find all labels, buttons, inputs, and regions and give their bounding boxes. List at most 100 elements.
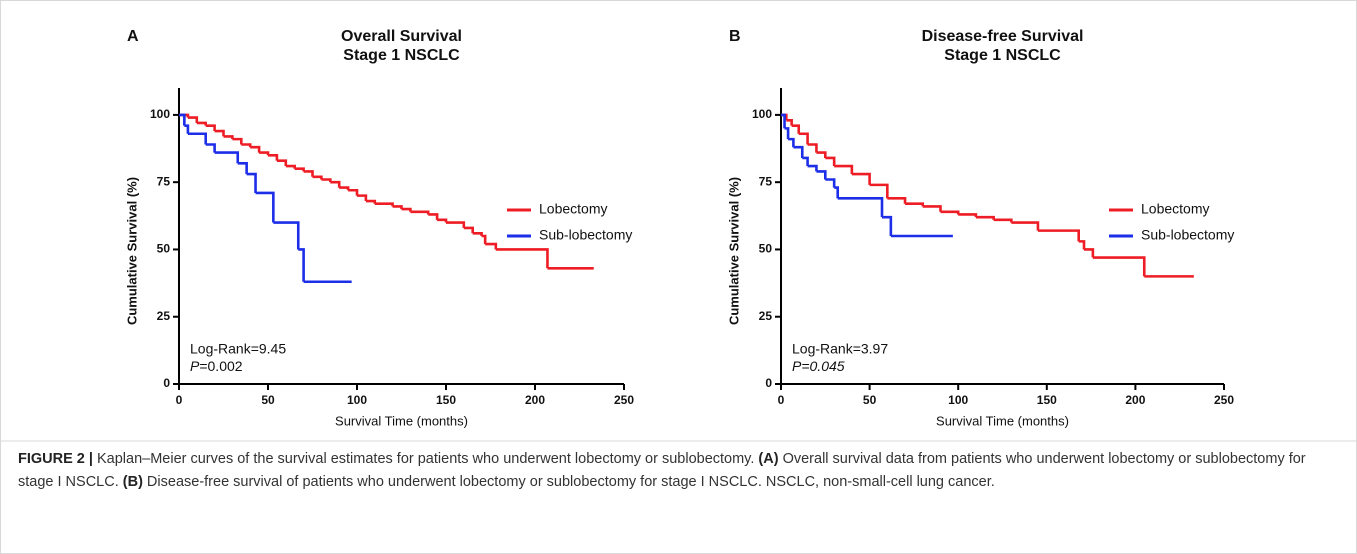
y-tick-label: 75	[759, 174, 773, 188]
survival-step	[882, 215, 893, 236]
survival-step	[312, 175, 323, 180]
x-tick-label: 50	[261, 393, 275, 407]
x-tick-label: 100	[347, 393, 367, 407]
survival-step	[303, 170, 314, 177]
survival-step	[793, 145, 804, 158]
p-number: =0.002	[199, 358, 242, 374]
y-tick-label: 0	[765, 376, 772, 390]
survival-step	[294, 167, 305, 172]
survival-step	[196, 121, 207, 126]
x-tick-label: 0	[176, 393, 183, 407]
chart-title: Stage 1 NSCLC	[944, 47, 1061, 64]
survival-step	[187, 132, 207, 145]
survival-step	[321, 178, 332, 183]
survival-step	[1084, 248, 1095, 258]
survival-step	[825, 178, 836, 188]
survival-step	[330, 180, 341, 188]
survival-step	[214, 151, 240, 164]
p-number: =0.045	[801, 358, 844, 374]
x-axis-label: Survival Time (months)	[936, 413, 1069, 428]
survival-step	[940, 210, 960, 215]
y-axis-label: Cumulative Survival (%)	[124, 177, 139, 325]
p-label: P	[190, 358, 200, 374]
survival-step	[179, 113, 186, 126]
survival-step	[791, 124, 801, 134]
legend-label: Lobectomy	[539, 201, 607, 217]
caption-text: Kaplan–Meier curves of the survival esti…	[92, 451, 759, 467]
survival-step	[232, 137, 243, 145]
survival-step	[958, 213, 978, 218]
survival-step	[348, 188, 359, 196]
survival-step	[205, 143, 216, 153]
survival-step	[276, 159, 288, 167]
survival-step	[214, 129, 225, 137]
survival-step	[887, 197, 907, 204]
x-tick-label: 250	[1214, 393, 1234, 407]
survival-step	[365, 199, 377, 204]
survival-step	[1092, 256, 1146, 277]
survival-step	[250, 145, 261, 153]
x-tick-label: 150	[436, 393, 456, 407]
survival-step	[410, 210, 430, 215]
survival-step	[802, 156, 809, 167]
y-tick-label: 25	[759, 309, 773, 323]
survival-step	[285, 164, 296, 169]
survival-step	[357, 194, 368, 202]
legend-label: Sub-lobectomy	[1141, 227, 1234, 243]
survival-step	[786, 118, 793, 126]
survival-step	[463, 226, 474, 234]
chart-title: Stage 1 NSCLC	[343, 47, 460, 64]
survival-step	[401, 207, 412, 212]
survival-step	[374, 202, 394, 207]
caption-text: (B)	[122, 474, 143, 490]
survival-step	[437, 218, 448, 223]
legend-label: Lobectomy	[1141, 201, 1209, 217]
survival-step	[255, 191, 275, 223]
x-tick-label: 100	[948, 393, 968, 407]
survival-step	[184, 124, 190, 134]
survival-step	[798, 132, 809, 145]
panel-label: A	[127, 28, 139, 45]
chart-title: Disease-free Survival	[922, 28, 1084, 45]
survival-step	[788, 137, 795, 148]
survival-step	[781, 113, 786, 129]
survival-step	[446, 221, 466, 228]
survival-step	[816, 170, 827, 180]
survival-step	[993, 218, 1013, 223]
survival-step	[851, 172, 871, 185]
stat-label: Log-Rank=3.97	[792, 341, 888, 357]
survival-step	[495, 248, 549, 269]
y-tick-label: 0	[163, 376, 170, 390]
survival-step	[1011, 221, 1040, 231]
survival-step	[837, 197, 884, 218]
survival-step	[869, 183, 889, 199]
caption: FIGURE 2 | Kaplan–Meier curves of the su…	[18, 448, 1338, 494]
y-tick-label: 75	[157, 174, 171, 188]
p-value: P=0.002	[190, 358, 243, 374]
survival-step	[205, 124, 216, 132]
survival-step	[834, 186, 840, 199]
survival-step	[825, 156, 836, 167]
x-tick-label: 200	[525, 393, 545, 407]
survival-step	[472, 232, 483, 236]
p-label: P	[792, 358, 802, 374]
survival-step	[922, 205, 942, 212]
x-tick-label: 150	[1037, 393, 1057, 407]
survival-step	[784, 127, 790, 140]
survival-step	[975, 215, 995, 220]
survival-step	[259, 151, 270, 156]
caption-text: Disease-free survival of patients who un…	[142, 474, 995, 490]
survival-step	[187, 116, 199, 123]
y-tick-label: 50	[157, 242, 171, 256]
y-tick-label: 100	[752, 107, 772, 121]
x-tick-label: 50	[863, 393, 877, 407]
chart-title: Overall Survival	[341, 28, 462, 45]
survival-step	[223, 135, 234, 140]
survival-step	[392, 205, 403, 210]
survival-step	[481, 234, 487, 245]
survival-step	[246, 172, 257, 193]
survival-step	[241, 143, 252, 148]
y-tick-label: 25	[157, 309, 171, 323]
